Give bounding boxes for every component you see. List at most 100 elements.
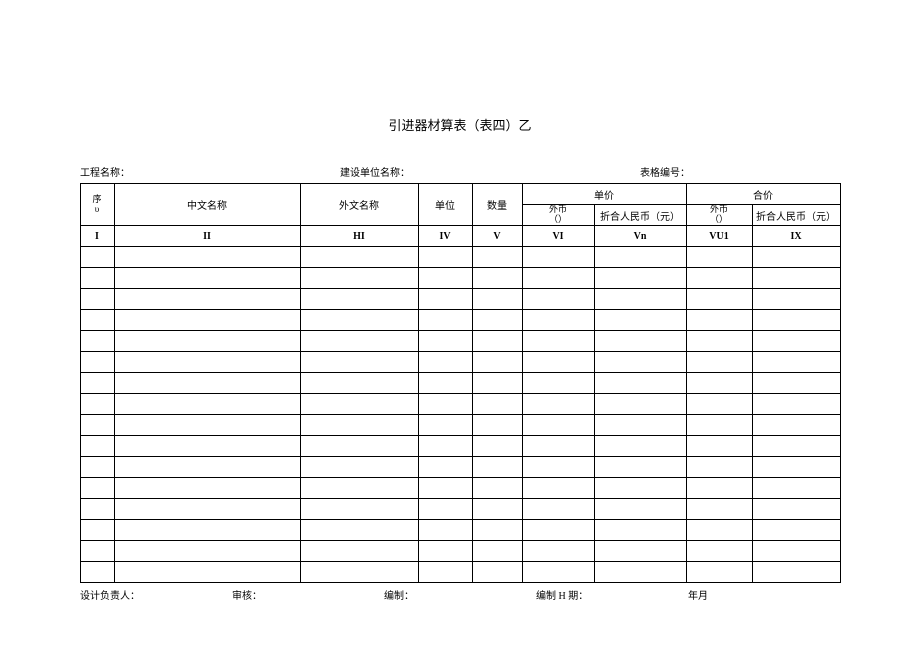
table-cell — [594, 352, 686, 373]
table-cell — [114, 268, 300, 289]
table-cell — [418, 499, 472, 520]
table-cell — [594, 520, 686, 541]
page-title: 引进器材算表（表四）乙 — [0, 115, 920, 134]
table-cell — [418, 541, 472, 562]
table-cell — [686, 247, 752, 268]
table-cell — [594, 394, 686, 415]
table-row — [80, 268, 840, 289]
table-cell — [686, 457, 752, 478]
table-cell — [114, 289, 300, 310]
table-cell — [594, 373, 686, 394]
roman-4: IV — [418, 226, 472, 247]
table-cell — [752, 394, 840, 415]
table-cell — [522, 499, 594, 520]
table-cell — [114, 247, 300, 268]
table-cell — [418, 268, 472, 289]
table-cell — [300, 415, 418, 436]
meta-formno-label: 表格编号： — [640, 164, 840, 179]
table-cell — [300, 247, 418, 268]
roman-7: Vn — [594, 226, 686, 247]
table-cell — [80, 268, 114, 289]
table-cell — [752, 520, 840, 541]
table-cell — [686, 268, 752, 289]
table-row — [80, 562, 840, 583]
table-row — [80, 310, 840, 331]
table-row — [80, 394, 840, 415]
table-cell — [686, 436, 752, 457]
table-cell — [752, 352, 840, 373]
roman-5: V — [472, 226, 522, 247]
hdr-qty: 数量 — [472, 184, 522, 226]
hdr-unit-price: 单价 — [522, 184, 686, 205]
table-row — [80, 541, 840, 562]
table-cell — [472, 310, 522, 331]
hdr-seq: 序 υ — [80, 184, 114, 226]
table-cell — [594, 499, 686, 520]
hdr-total-price: 合价 — [686, 184, 840, 205]
table-cell — [418, 478, 472, 499]
table-row — [80, 289, 840, 310]
hdr-seq-l2: υ — [81, 205, 114, 215]
table-cell — [522, 289, 594, 310]
table-cell — [752, 289, 840, 310]
table-cell — [522, 478, 594, 499]
table-cell — [80, 289, 114, 310]
table-cell — [752, 499, 840, 520]
table-cell — [472, 520, 522, 541]
table-cell — [522, 562, 594, 583]
table-cell — [300, 394, 418, 415]
footer-compile-date-label: 编制 H 期： — [536, 587, 688, 602]
table-cell — [522, 247, 594, 268]
table-cell — [418, 247, 472, 268]
table-cell — [418, 394, 472, 415]
table-cell — [686, 394, 752, 415]
table-cell — [522, 310, 594, 331]
table-cell — [752, 268, 840, 289]
hdr-fc2-l2: （） — [687, 215, 752, 225]
hdr-unit: 单位 — [418, 184, 472, 226]
table-cell — [80, 247, 114, 268]
table-cell — [80, 436, 114, 457]
table-cell — [80, 394, 114, 415]
table-cell — [300, 436, 418, 457]
table-cell — [522, 352, 594, 373]
table-cell — [686, 373, 752, 394]
table-cell — [472, 268, 522, 289]
table-cell — [300, 310, 418, 331]
table-cell — [752, 478, 840, 499]
table-row — [80, 415, 840, 436]
table-cell — [300, 562, 418, 583]
table-cell — [418, 457, 472, 478]
table-cell — [418, 373, 472, 394]
table-cell — [686, 499, 752, 520]
table-cell — [752, 436, 840, 457]
table-cell — [418, 520, 472, 541]
table-cell — [80, 331, 114, 352]
table-cell — [472, 478, 522, 499]
table-cell — [472, 457, 522, 478]
hdr-fc1-l2: （） — [523, 215, 594, 225]
table-cell — [114, 331, 300, 352]
table-cell — [80, 478, 114, 499]
roman-3: HI — [300, 226, 418, 247]
table-cell — [80, 373, 114, 394]
footer-designer: 设计负责人： — [80, 587, 232, 602]
table-cell — [80, 520, 114, 541]
table-cell — [752, 457, 840, 478]
hdr-cn: 中文名称 — [114, 184, 300, 226]
roman-2: II — [114, 226, 300, 247]
table-cell — [472, 352, 522, 373]
table-cell — [594, 331, 686, 352]
table-cell — [114, 541, 300, 562]
table-cell — [114, 457, 300, 478]
table-cell — [418, 436, 472, 457]
table-cell — [752, 541, 840, 562]
table-cell — [522, 415, 594, 436]
table-cell — [472, 247, 522, 268]
table-cell — [752, 415, 840, 436]
table-cell — [300, 268, 418, 289]
table-cell — [114, 499, 300, 520]
table-cell — [114, 520, 300, 541]
table-cell — [472, 541, 522, 562]
table-cell — [114, 478, 300, 499]
